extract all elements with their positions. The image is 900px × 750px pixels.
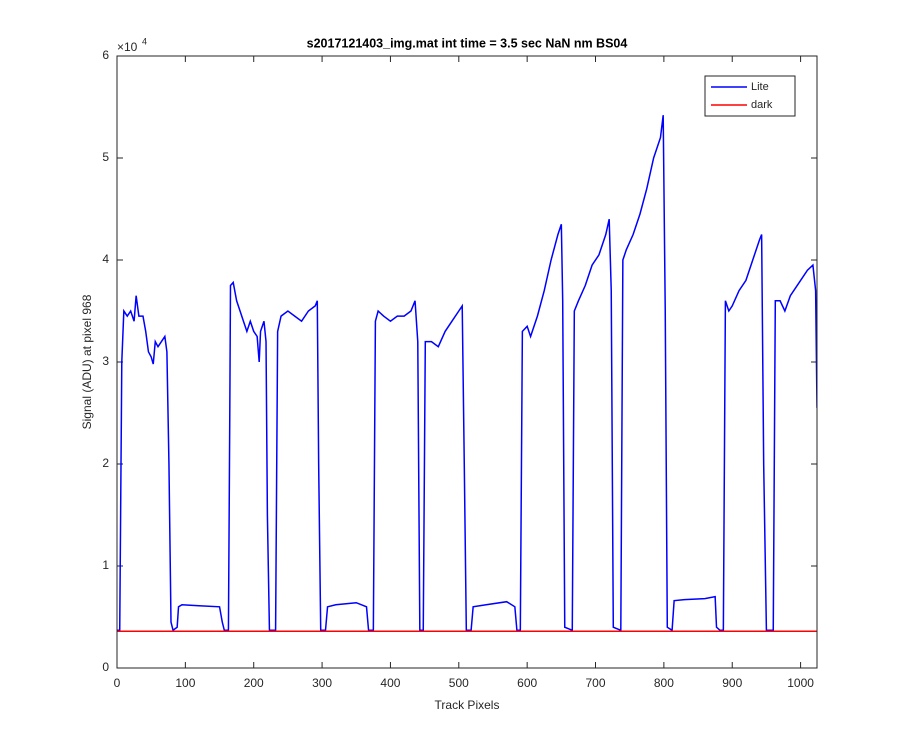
x-tick-label: 800 [654,676,674,690]
x-tick-label: 600 [517,676,537,690]
axes-box [116,55,818,669]
y-tick-label: 2 [102,456,109,470]
y-tick-label: 3 [102,354,109,368]
y-tick-label: 5 [102,150,109,164]
legend-label: Lite [751,81,769,93]
x-tick-label: 400 [380,676,400,690]
y-tick-label: 4 [102,252,109,266]
chart-title: s2017121403_img.mat int time = 3.5 sec N… [307,36,628,50]
y-tick-label: 0 [102,660,109,674]
x-tick-label: 200 [244,676,264,690]
legend-label: dark [751,99,773,111]
legend-box [704,75,796,117]
y-tick-label: 1 [102,558,109,572]
x-tick-label: 0 [114,676,121,690]
x-tick-label: 900 [722,676,742,690]
x-tick-label: 300 [312,676,332,690]
series-line [117,115,817,632]
x-tick-label: 500 [449,676,469,690]
x-tick-label: 100 [175,676,195,690]
x-tick-label: 1000 [787,676,814,690]
x-tick-label: 700 [586,676,606,690]
y-multiplier: ×10 [117,40,138,54]
y-tick-label: 6 [102,48,109,62]
y-multiplier-exponent: 4 [142,36,147,46]
x-axis-label: Track Pixels [435,698,500,712]
y-axis-label: Signal (ADU) at pixel 968 [80,294,94,429]
plot-area [117,56,817,668]
